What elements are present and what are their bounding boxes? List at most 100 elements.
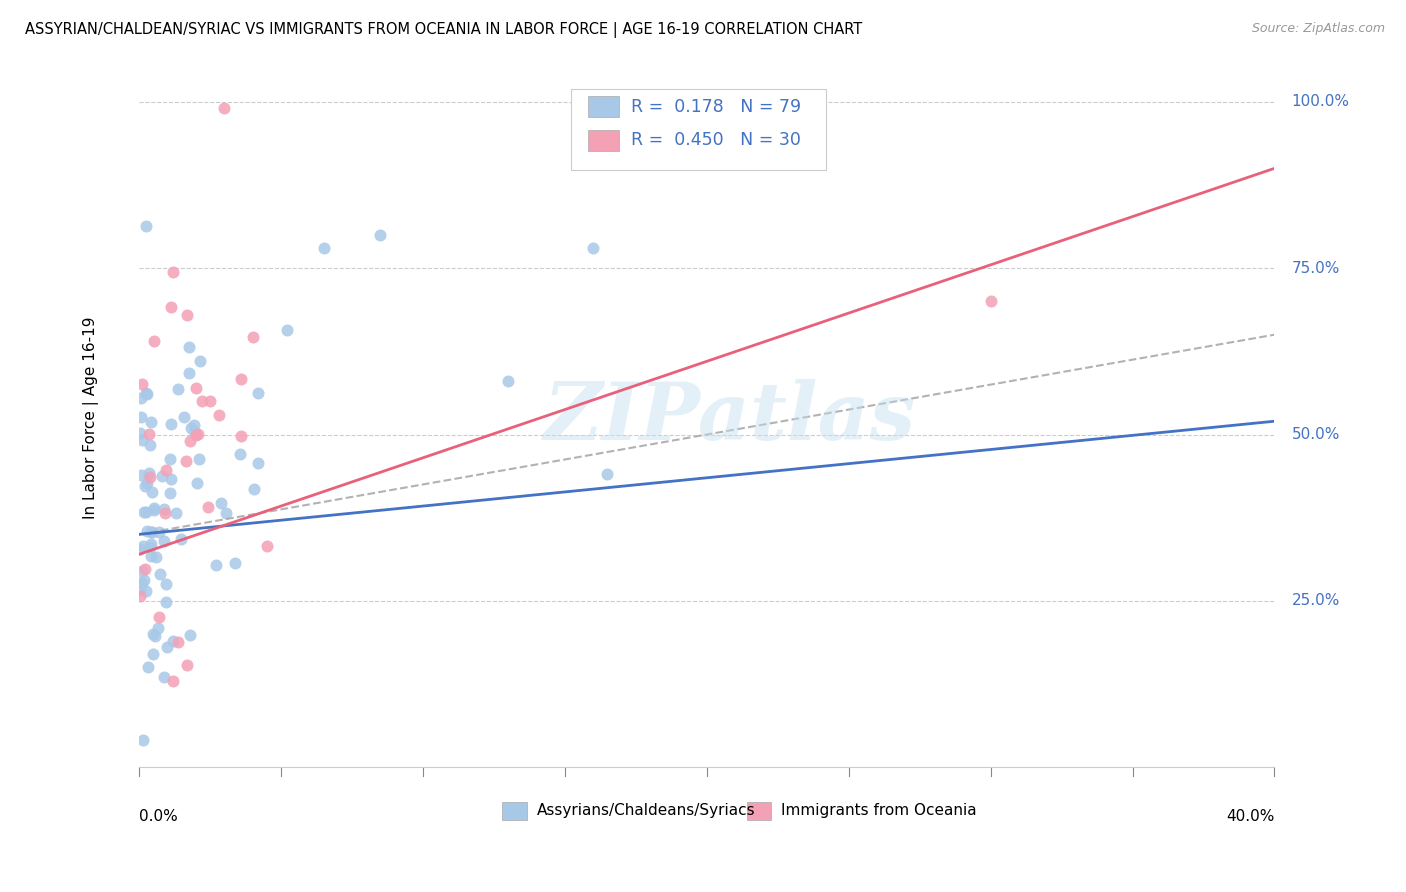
Point — [138, 427, 160, 442]
Point — [155, 577, 177, 591]
Point — [141, 484, 163, 499]
FancyBboxPatch shape — [588, 130, 620, 151]
Point — [184, 427, 207, 442]
Point — [131, 539, 153, 553]
Point — [134, 562, 156, 576]
Point — [142, 334, 165, 349]
Point — [187, 426, 209, 441]
Point — [176, 658, 198, 673]
Text: Source: ZipAtlas.com: Source: ZipAtlas.com — [1251, 22, 1385, 36]
Point — [174, 454, 197, 468]
Point — [276, 323, 298, 337]
Point — [256, 539, 278, 553]
Point — [141, 525, 163, 540]
Point — [156, 640, 179, 655]
Point — [148, 609, 170, 624]
Point — [167, 635, 190, 649]
Point — [242, 330, 264, 344]
Point — [153, 506, 176, 520]
Point — [135, 219, 157, 233]
Point — [132, 733, 155, 747]
Point — [212, 102, 235, 116]
Point — [162, 633, 184, 648]
Point — [496, 374, 519, 388]
Text: 25.0%: 25.0% — [1292, 593, 1340, 608]
Point — [596, 467, 619, 482]
Point — [179, 341, 201, 355]
Point — [204, 558, 226, 572]
Point — [135, 505, 157, 519]
Point — [231, 429, 253, 443]
Point — [160, 472, 183, 486]
Point — [134, 479, 156, 493]
Point — [247, 456, 270, 470]
Text: 75.0%: 75.0% — [1292, 260, 1340, 276]
Point — [138, 466, 160, 480]
Point — [188, 452, 211, 467]
Point — [148, 621, 170, 635]
Point — [139, 415, 162, 429]
FancyBboxPatch shape — [588, 96, 620, 118]
Point — [136, 476, 159, 491]
Point — [135, 387, 157, 401]
Point — [139, 469, 162, 483]
Point — [142, 647, 165, 661]
Point — [165, 506, 187, 520]
Point — [167, 383, 190, 397]
Point — [131, 391, 153, 405]
Point — [143, 629, 166, 643]
Point — [134, 505, 156, 519]
Text: 50.0%: 50.0% — [1292, 427, 1340, 442]
Point — [153, 670, 176, 684]
Point — [231, 372, 253, 386]
Point — [141, 537, 163, 551]
Point — [312, 241, 335, 255]
Text: ASSYRIAN/CHALDEAN/SYRIAC VS IMMIGRANTS FROM OCEANIA IN LABOR FORCE | AGE 16-19 C: ASSYRIAN/CHALDEAN/SYRIAC VS IMMIGRANTS F… — [25, 22, 862, 38]
Point — [190, 394, 212, 409]
Point — [145, 550, 167, 565]
Point — [980, 294, 1002, 309]
Point — [141, 524, 163, 539]
Point — [159, 452, 181, 467]
Text: 100.0%: 100.0% — [1292, 95, 1350, 110]
Point — [155, 463, 177, 477]
Point — [159, 486, 181, 500]
Point — [160, 417, 183, 432]
Point — [135, 386, 157, 401]
Point — [247, 386, 270, 401]
FancyBboxPatch shape — [747, 802, 772, 820]
Point — [198, 394, 221, 409]
Point — [209, 496, 232, 510]
Point — [149, 566, 172, 581]
Point — [129, 583, 152, 598]
FancyBboxPatch shape — [502, 802, 527, 820]
Point — [176, 308, 198, 322]
Point — [135, 584, 157, 599]
Point — [129, 589, 152, 603]
Text: ZIPatlas: ZIPatlas — [543, 379, 915, 457]
Point — [131, 576, 153, 591]
Point — [150, 468, 173, 483]
Point — [155, 594, 177, 608]
Point — [159, 300, 181, 314]
Point — [170, 532, 193, 546]
Point — [142, 627, 165, 641]
Point — [207, 408, 229, 422]
Text: R =  0.450   N = 30: R = 0.450 N = 30 — [631, 131, 800, 150]
Point — [129, 425, 152, 440]
Point — [139, 438, 162, 452]
Point — [188, 353, 211, 368]
Point — [179, 434, 201, 449]
Point — [152, 533, 174, 548]
Point — [184, 425, 207, 440]
Point — [229, 447, 252, 461]
Point — [243, 482, 266, 496]
Text: 40.0%: 40.0% — [1226, 809, 1274, 824]
Point — [582, 241, 605, 255]
Point — [129, 409, 152, 424]
Point — [143, 502, 166, 516]
Point — [129, 467, 152, 482]
Point — [162, 673, 184, 688]
Point — [131, 434, 153, 448]
Text: In Labor Force | Age 16-19: In Labor Force | Age 16-19 — [83, 317, 100, 519]
